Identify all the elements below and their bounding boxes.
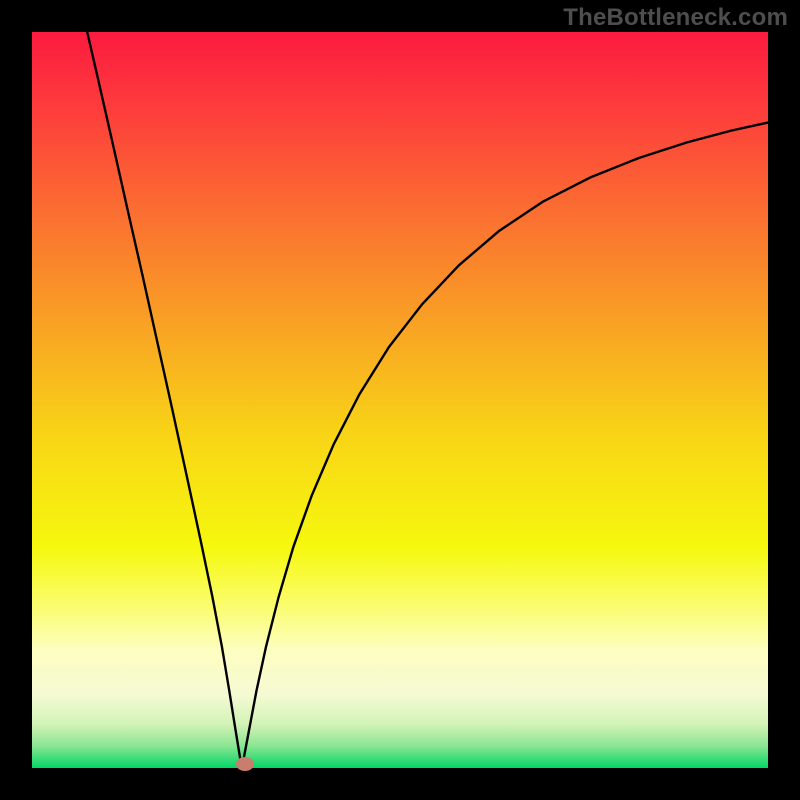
minimum-marker <box>236 757 254 771</box>
gradient-background <box>32 32 768 768</box>
watermark-text: TheBottleneck.com <box>563 4 788 32</box>
bottleneck-curve <box>87 32 768 768</box>
plot-svg <box>32 32 768 768</box>
plot-area <box>32 32 768 768</box>
chart-frame: TheBottleneck.com <box>0 0 800 800</box>
